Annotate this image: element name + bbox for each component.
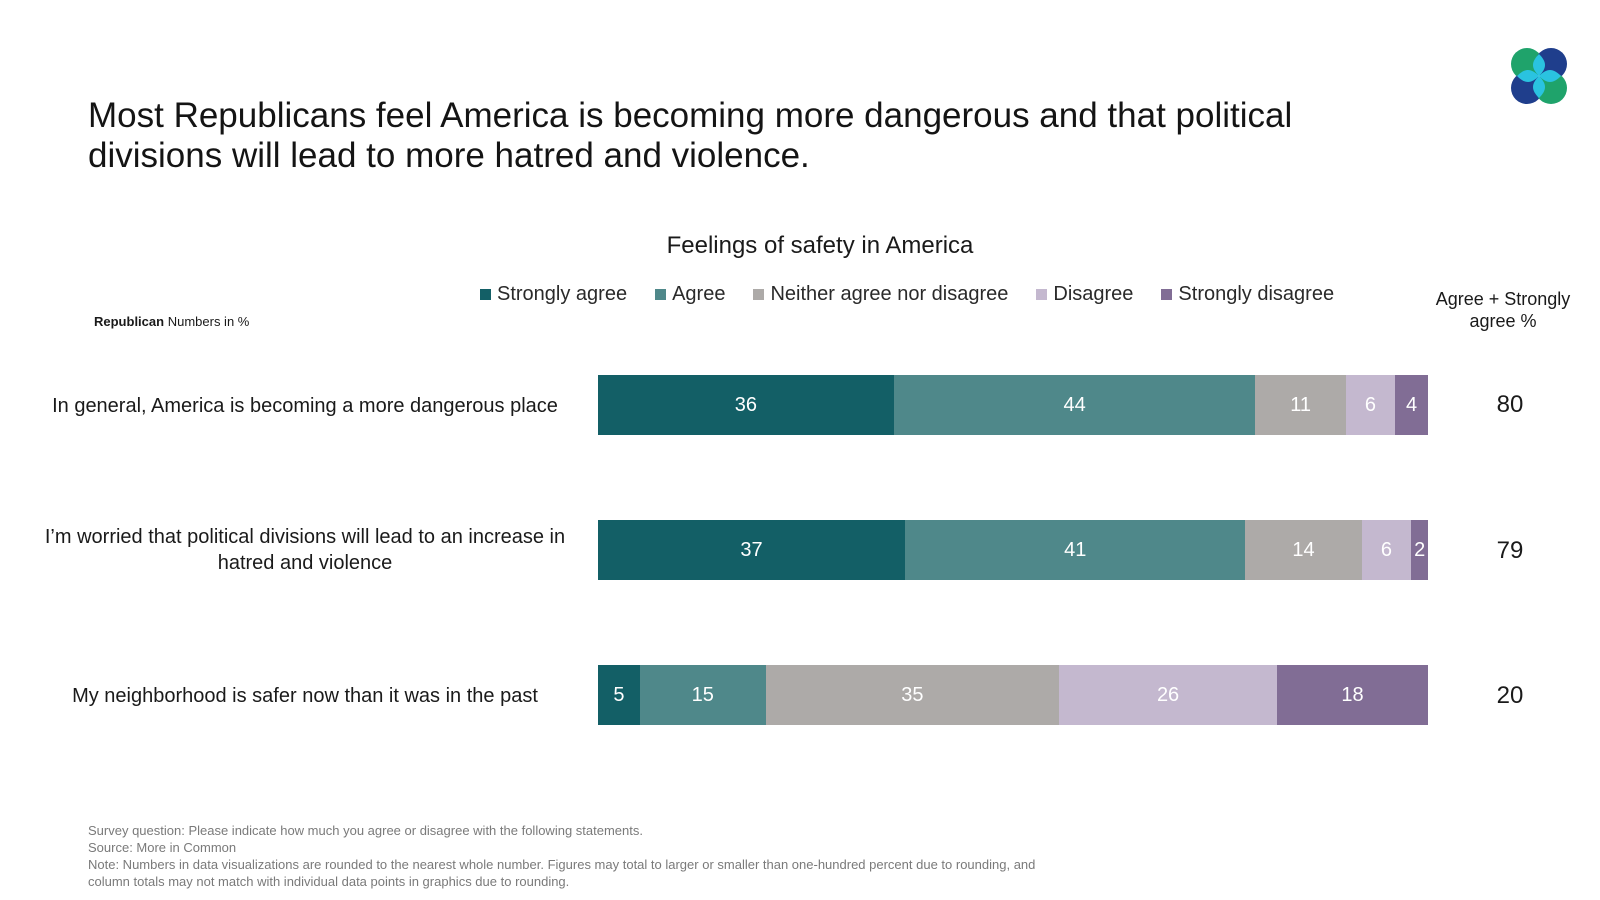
bar-segment: 14 [1245, 520, 1362, 580]
bar-segment: 18 [1277, 665, 1428, 725]
legend-item-neither: Neither agree nor disagree [753, 283, 1008, 306]
bar-segment-label: 11 [1290, 393, 1311, 416]
row-label: I’m worried that political divisions wil… [44, 526, 566, 574]
bar-segment: 35 [765, 665, 1060, 725]
agree-total-header: Agree + Strongly agree % [1435, 289, 1571, 331]
chart-legend: Strongly agree Agree Neither agree nor d… [480, 283, 1334, 306]
legend-swatch [480, 289, 491, 300]
subset-group: Republican [94, 314, 165, 329]
bar-segment: 5 [598, 665, 640, 725]
legend-swatch [753, 289, 765, 300]
bar-segment: 6 [1361, 520, 1412, 580]
bar-segment: 26 [1059, 665, 1278, 725]
bar-segment-label: 15 [691, 683, 714, 706]
bar-segment-label: 44 [1063, 393, 1086, 416]
legend-item-strongly-disagree: Strongly disagree [1161, 283, 1334, 306]
agree-total-value: 20 [1496, 682, 1524, 709]
bar-segment: 2 [1411, 520, 1428, 580]
row-label: In general, America is becoming a more d… [52, 395, 558, 417]
bar-segment: 37 [598, 520, 906, 580]
legend-label: Neither agree nor disagree [770, 283, 1009, 305]
source-note: Source: More in Common [88, 840, 237, 855]
subset-label: Republican Numbers in % [94, 314, 249, 329]
bar-segment: 41 [905, 520, 1246, 580]
four-leaf-logo-icon [1511, 48, 1567, 104]
subset-unit: Numbers in % [167, 314, 250, 329]
bar-segment-label: 18 [1341, 683, 1364, 706]
bar-segment: 15 [639, 665, 766, 725]
survey-question-note: Survey question: Please indicate how muc… [88, 823, 643, 838]
page-title: Most Republicans feel America is becomin… [88, 96, 1293, 175]
chart-title: Feelings of safety in America [666, 232, 974, 259]
stacked-bar: 36 44 11 6 4 [598, 375, 1428, 435]
legend-swatch [655, 289, 667, 300]
legend-label: Agree [672, 283, 726, 305]
legend-label: Disagree [1053, 283, 1134, 305]
legend-item-agree: Agree [655, 283, 725, 306]
bar-segment: 6 [1345, 375, 1396, 435]
agree-total-value: 79 [1496, 537, 1524, 564]
bar-segment-label: 2 [1414, 538, 1426, 561]
legend-item-disagree: Disagree [1036, 283, 1133, 306]
rounding-note: Note: Numbers in data visualizations are… [88, 857, 1036, 889]
legend-label: Strongly disagree [1178, 283, 1335, 305]
bar-segment-label: 35 [901, 683, 924, 706]
legend-item-strongly-agree: Strongly agree [480, 283, 627, 306]
bar-segment: 44 [893, 375, 1256, 435]
bar-segment: 4 [1395, 375, 1428, 435]
stacked-bar: 37 41 14 6 2 [598, 520, 1428, 580]
footnotes: Survey question: Please indicate how muc… [88, 822, 1068, 890]
agree-total-value: 80 [1496, 391, 1524, 418]
bar-segment-label: 4 [1405, 393, 1418, 416]
bar-segment-label: 41 [1064, 538, 1087, 561]
bar-segment: 36 [598, 375, 894, 435]
bar-segment-label: 5 [613, 683, 625, 706]
row-label: My neighborhood is safer now than it was… [72, 685, 538, 707]
legend-label: Strongly agree [497, 283, 628, 305]
bar-segment-label: 6 [1364, 393, 1376, 416]
bar-segment-label: 37 [740, 538, 763, 561]
legend-swatch [1161, 289, 1173, 300]
bar-segment-label: 26 [1156, 683, 1180, 706]
bar-segment-label: 14 [1292, 538, 1315, 561]
bar-segment-label: 36 [734, 393, 758, 416]
bar-segment: 11 [1255, 375, 1346, 435]
legend-swatch [1036, 289, 1048, 300]
bar-segment-label: 6 [1380, 538, 1393, 561]
stacked-bar: 5 15 35 26 18 [598, 665, 1428, 725]
